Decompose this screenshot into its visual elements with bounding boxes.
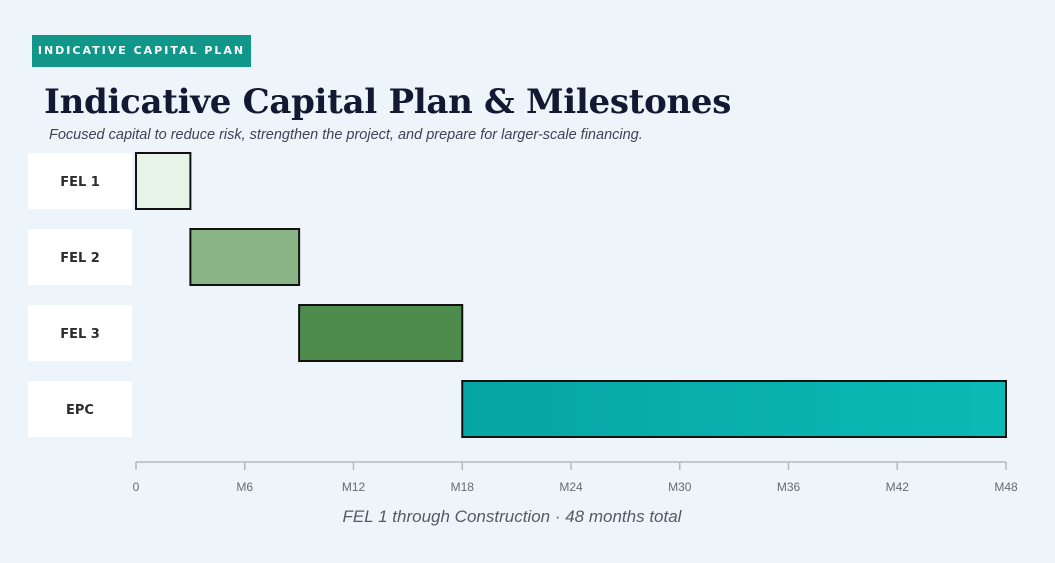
bar-fel-3	[298, 304, 464, 362]
row-label-epc: EPC	[66, 403, 94, 418]
x-tick-label: M12	[342, 480, 366, 494]
x-tick-label: M24	[559, 480, 583, 494]
row-label-box-fel-2	[28, 229, 132, 285]
x-tick-label: M48	[994, 480, 1018, 494]
page-subtitle: Focused capital to reduce risk, strength…	[49, 127, 643, 143]
header-badge: INDICATIVE CAPITAL PLAN	[32, 35, 251, 67]
row-label-box-epc	[28, 381, 132, 437]
row-label-fel-2: FEL 2	[60, 251, 100, 266]
row-label-fel-3: FEL 3	[60, 327, 100, 342]
row-label-fel-1: FEL 1	[60, 175, 100, 190]
x-tick-label: 0	[133, 480, 140, 494]
x-tick-label: M36	[777, 480, 801, 494]
x-axis: 0 M6 M12 M18 M24 M30 M36 M42 M48	[133, 461, 1018, 494]
x-tick-label: M42	[886, 480, 910, 494]
x-tick-label: M18	[451, 480, 475, 494]
row-label-box-fel-1	[28, 153, 132, 209]
bar-epc	[461, 380, 1007, 438]
bar-fel-1	[135, 152, 192, 210]
x-tick-label: M6	[236, 480, 253, 494]
page-title: Indicative Capital Plan & Milestones	[44, 82, 732, 122]
row-label-box-fel-3	[28, 305, 132, 361]
x-axis-caption: FEL 1 through Construction · 48 months t…	[343, 507, 683, 526]
x-tick-label: M30	[668, 480, 692, 494]
bar-fel-2	[189, 228, 301, 286]
